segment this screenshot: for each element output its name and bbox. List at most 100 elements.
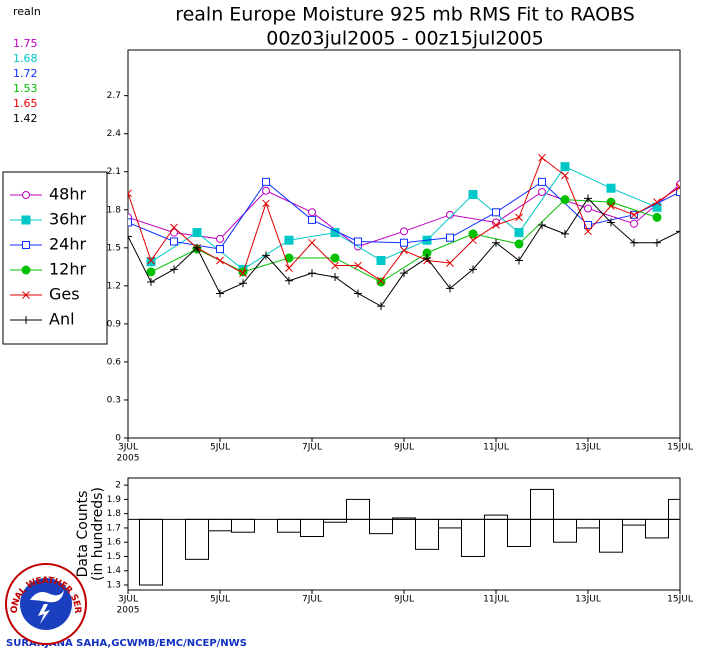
- series-marker: [146, 267, 156, 277]
- x-tick-label: 9JUL: [394, 443, 414, 453]
- series-marker: [515, 213, 523, 222]
- y-tick-label: 2: [115, 481, 121, 491]
- series-marker: [584, 204, 592, 213]
- y-tick-label: 0: [115, 434, 121, 444]
- series-line: [128, 197, 680, 307]
- series-marker: [607, 218, 615, 227]
- series-marker: [400, 246, 408, 255]
- x-year-label: 2005: [117, 454, 140, 464]
- series-marker: [262, 199, 270, 208]
- count-bar: [484, 514, 508, 520]
- x-tick-label: 11JUL: [483, 595, 509, 605]
- count-bar: [346, 498, 370, 520]
- legend-marker: [22, 316, 30, 324]
- x-tick-label: 5JUL: [210, 443, 230, 453]
- series-marker: [538, 220, 546, 229]
- count-bar: [576, 518, 600, 529]
- y-tick-label: 2.7: [107, 91, 121, 101]
- series-marker: [446, 259, 454, 267]
- mean-value: 1.72: [13, 67, 38, 80]
- series-marker: [262, 177, 270, 186]
- y-tick-label: 2.1: [107, 167, 121, 177]
- series-marker: [606, 197, 616, 207]
- series-marker: [128, 189, 132, 198]
- series-marker: [354, 261, 362, 270]
- series-marker: [514, 228, 524, 238]
- series-marker: [216, 234, 224, 243]
- series-marker: [147, 256, 155, 265]
- series-marker: [216, 256, 224, 265]
- series-marker: [400, 227, 408, 236]
- series-marker: [584, 220, 592, 229]
- count-bar: [507, 518, 531, 547]
- series-marker: [538, 188, 546, 197]
- count-bar: [300, 518, 324, 537]
- series-marker: [285, 264, 293, 272]
- series-marker: [653, 198, 661, 207]
- series-marker: [216, 289, 224, 298]
- series-marker: [584, 194, 592, 203]
- series-marker: [446, 210, 454, 219]
- series-marker: [652, 212, 662, 222]
- series-marker: [239, 269, 247, 278]
- series-marker: [469, 236, 477, 245]
- series-marker: [469, 265, 477, 274]
- mean-value: 1.42: [13, 112, 38, 125]
- count-bar: [369, 518, 393, 535]
- series-marker: [515, 256, 523, 265]
- series-marker: [492, 238, 500, 247]
- series-marker: [308, 269, 316, 278]
- series-marker: [262, 251, 270, 260]
- series-marker: [492, 208, 500, 217]
- legend-label: 48hr: [49, 185, 87, 204]
- count-bar: [438, 518, 462, 529]
- logo-cloud: [30, 590, 64, 603]
- series-marker: [561, 171, 569, 180]
- series-marker: [376, 255, 386, 265]
- y-tick-label: 2.4: [107, 129, 122, 139]
- y-tick-label: 1.5: [107, 243, 121, 253]
- x-tick-label: 7JUL: [302, 595, 322, 605]
- series-marker: [128, 218, 132, 227]
- credit: SURANJANA SAHA,GCWMB/EMC/NCEP/NWS: [6, 638, 247, 649]
- legend-label: 12hr: [49, 260, 87, 279]
- series-marker: [331, 261, 339, 270]
- y-tick-label: 1.9: [107, 495, 122, 505]
- series-marker: [354, 237, 362, 246]
- series-marker: [561, 229, 569, 238]
- legend-label: Ges: [49, 285, 80, 304]
- x-year-label: 2005: [117, 606, 140, 616]
- series-marker: [538, 153, 546, 162]
- legend-marker: [21, 265, 31, 275]
- series-marker: [653, 238, 661, 247]
- series-marker: [584, 227, 592, 236]
- series-marker: [676, 183, 680, 191]
- series-marker: [262, 186, 270, 195]
- count-bar: [231, 518, 255, 533]
- count-bar: [415, 518, 439, 550]
- series-marker: [492, 221, 500, 229]
- series-marker: [560, 195, 570, 205]
- count-bar: [668, 498, 680, 520]
- y-tick-label: 0.3: [107, 395, 121, 405]
- legend-marker: [21, 215, 31, 225]
- series-marker: [377, 276, 385, 285]
- x-tick-label: 15JUL: [667, 443, 693, 453]
- count-bar: [530, 488, 554, 520]
- x-tick-label: 3JUL: [118, 443, 138, 453]
- mean-value: 1.65: [13, 97, 38, 110]
- y-axis-label: Data Counts: [75, 491, 91, 578]
- series-marker: [216, 245, 224, 254]
- series-marker: [147, 278, 155, 287]
- x-tick-label: 11JUL: [483, 443, 509, 453]
- chart-title: realn Europe Moisture 925 mb RMS Fit to …: [175, 4, 635, 26]
- series-marker: [607, 202, 615, 210]
- series-marker: [285, 276, 293, 285]
- series-marker: [308, 238, 316, 247]
- legend-marker: [22, 241, 30, 249]
- x-tick-label: 13JUL: [575, 443, 601, 453]
- legend-label: 36hr: [49, 210, 87, 229]
- y-tick-label: 1.5: [107, 552, 121, 562]
- series-marker: [446, 284, 454, 293]
- series-marker: [606, 183, 616, 193]
